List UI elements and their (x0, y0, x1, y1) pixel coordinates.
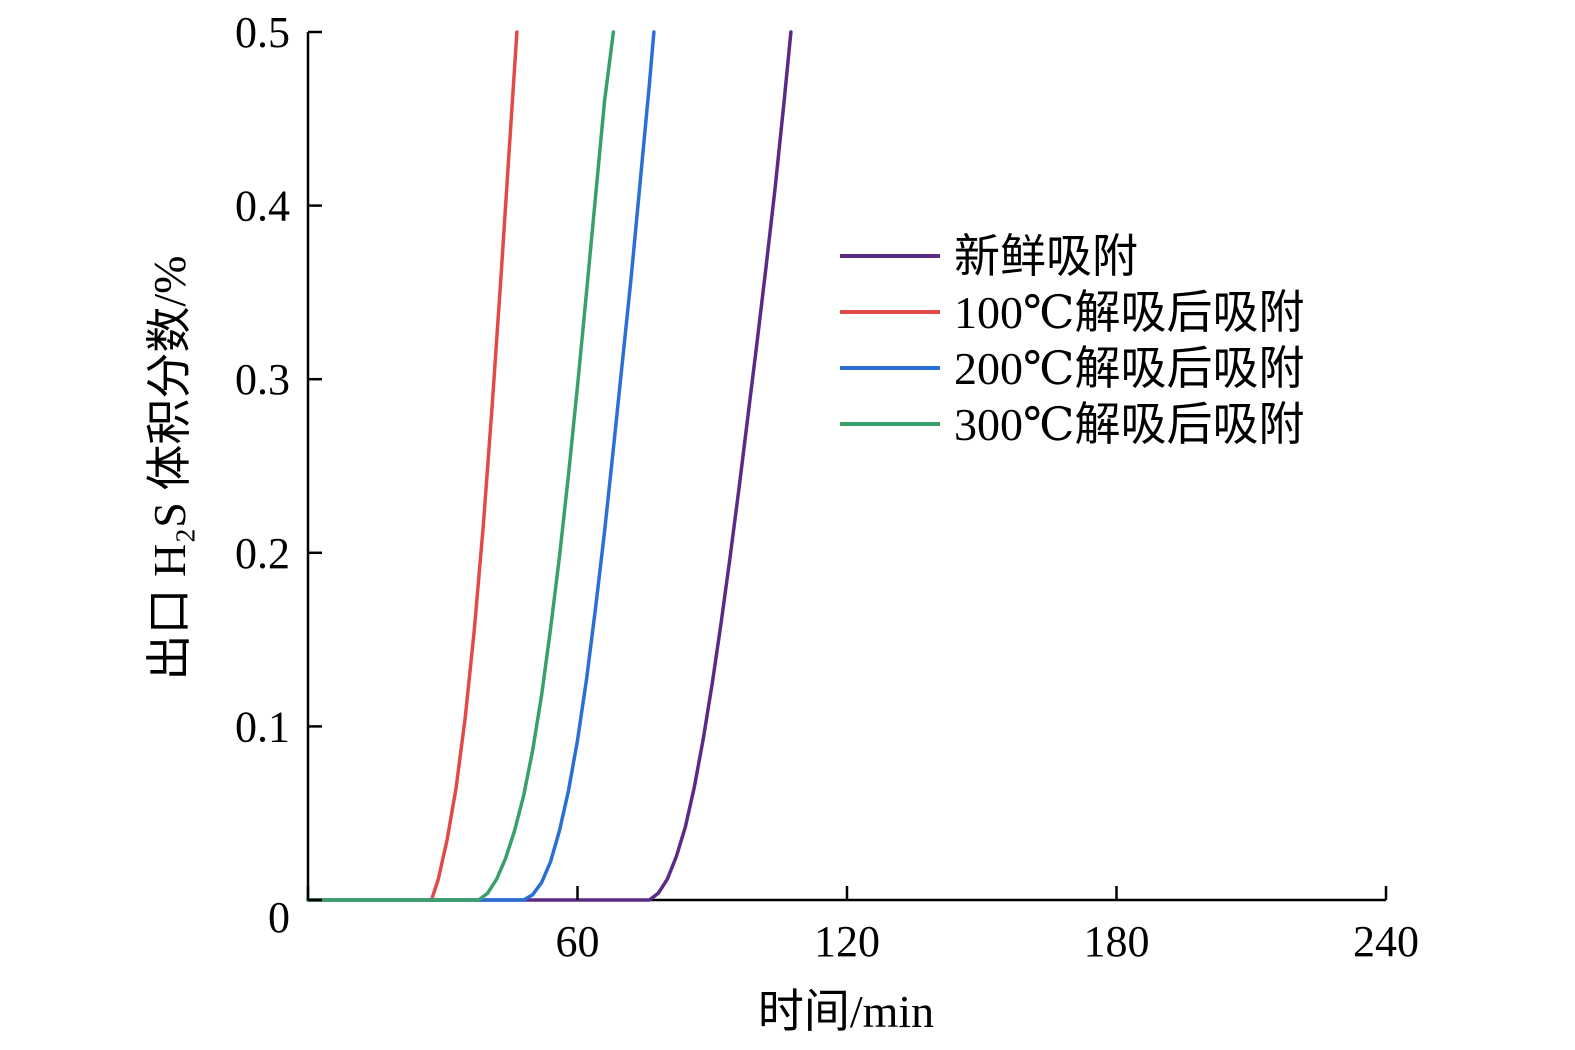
y-tick-label: 0.1 (235, 702, 290, 751)
series-line-4 (306, 30, 616, 902)
series-line-1 (306, 30, 793, 902)
x-tick-label: 120 (814, 917, 880, 966)
x-tick-label: 240 (1353, 917, 1419, 966)
axes (306, 32, 1386, 902)
plot-lines (306, 30, 793, 902)
x-axis-title: 时间/min (758, 986, 934, 1037)
y-axis-title: 出口 H₂S 体积分数/% (144, 256, 195, 681)
y-tick-label: 0.5 (235, 8, 290, 57)
legend-label-3: 200℃解吸后吸附 (954, 343, 1304, 394)
x-tick-label: 180 (1084, 917, 1150, 966)
series-line-3 (306, 30, 656, 902)
y-tick-label: 0.4 (235, 182, 290, 231)
x-tick-label: 60 (556, 917, 600, 966)
legend-label-4: 300℃解吸后吸附 (954, 399, 1304, 450)
legend-label-1: 新鲜吸附 (954, 231, 1138, 282)
ticks: 60 120 180 240 0 0.1 0.2 0.3 0.4 0.5 (235, 8, 1419, 966)
y-tick-label: 0.3 (235, 355, 290, 404)
y-tick-label: 0 (268, 893, 290, 942)
y-tick-label: 0.2 (235, 529, 290, 578)
series-line-2 (306, 30, 519, 902)
legend-label-2: 100℃解吸后吸附 (954, 287, 1304, 338)
